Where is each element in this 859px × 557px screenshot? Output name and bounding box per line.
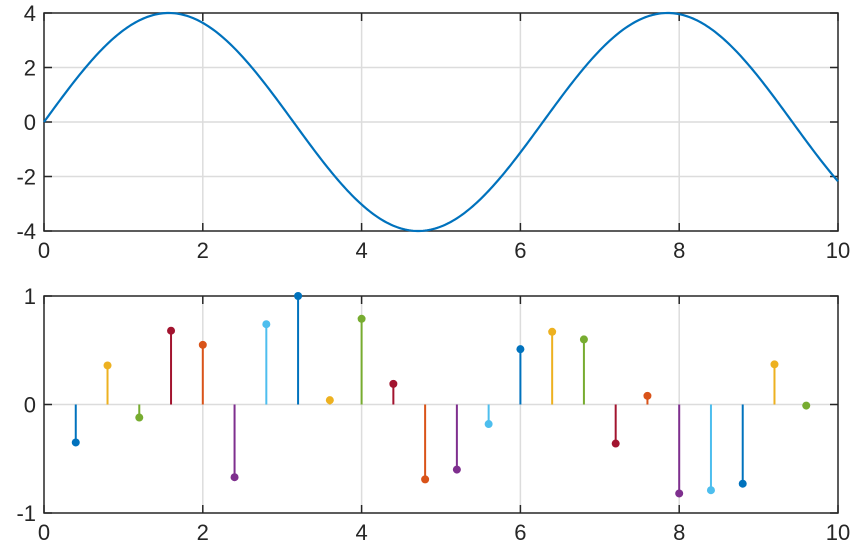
- stem-marker: [230, 473, 239, 482]
- top-x-tick-label: 10: [826, 238, 850, 263]
- stem-marker: [135, 413, 144, 422]
- stem-marker: [738, 479, 747, 488]
- top-x-tick-label: 8: [673, 238, 685, 263]
- stem-marker: [357, 314, 366, 323]
- stem-marker: [294, 292, 303, 300]
- stem-marker: [452, 465, 461, 474]
- stem-marker: [516, 345, 525, 354]
- stem-marker: [484, 420, 493, 429]
- sine-series-line: [43, 11, 839, 233]
- stem-marker: [611, 439, 620, 448]
- bottom-x-tick-label: 6: [514, 520, 526, 545]
- stem-marker: [262, 320, 271, 329]
- bottom-axes-box: [43, 295, 839, 514]
- stem-marker: [103, 361, 112, 370]
- stem-marker: [198, 340, 207, 349]
- top-y-tick-label: -2: [16, 165, 36, 190]
- top-y-tick-label: 0: [24, 110, 36, 135]
- stem-marker: [579, 335, 588, 344]
- bottom-x-tick-label: 4: [355, 520, 367, 545]
- bottom-x-tick-label: 0: [38, 520, 50, 545]
- top-x-tick-label: 2: [197, 238, 209, 263]
- bottom-y-tick-label: 1: [24, 284, 36, 309]
- stem-marker: [675, 489, 684, 498]
- stem-marker: [71, 438, 80, 447]
- bottom-x-tick-label: 10: [826, 520, 850, 545]
- stem-marker: [706, 486, 715, 495]
- bottom-y-tick-label: 0: [24, 393, 36, 418]
- stem-marker: [802, 401, 811, 410]
- top-x-tick-label: 6: [514, 238, 526, 263]
- stem-marker: [389, 379, 398, 388]
- stem-marker: [770, 360, 779, 369]
- bottom-stem-plot: 0 2 4 6 8 10-101: [16, 284, 850, 545]
- bottom-x-tick-label: 2: [197, 520, 209, 545]
- bottom-x-tick-label: 8: [673, 520, 685, 545]
- top-x-tick-label: 0: [38, 238, 50, 263]
- stem-marker: [548, 327, 557, 336]
- top-y-tick-label: -4: [16, 219, 36, 244]
- bottom-y-tick-label: -1: [16, 501, 36, 526]
- stem-marker: [167, 326, 176, 335]
- stem-marker: [421, 475, 430, 484]
- stem-marker: [325, 396, 334, 405]
- top-x-tick-label: 4: [355, 238, 367, 263]
- stem-marker: [643, 391, 652, 400]
- top-y-tick-label: 4: [24, 1, 36, 26]
- top-y-tick-label: 2: [24, 56, 36, 81]
- top-line-plot: 0 2 4 6 8 10 -4 -2 0 2 4: [16, 1, 850, 263]
